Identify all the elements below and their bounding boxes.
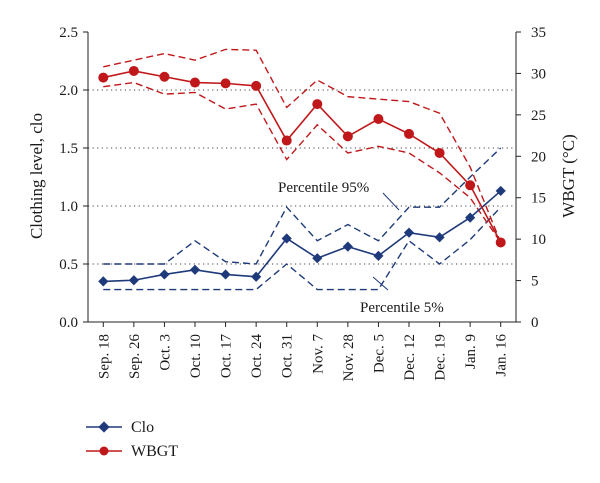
percentile-5-line-wbgt: [103, 81, 502, 243]
annotation-leader-5: [372, 276, 389, 291]
annotation-leader-95: [382, 192, 400, 211]
data-point-clo: [373, 250, 384, 261]
legend: Clo WBGT: [86, 419, 178, 460]
x-tick-label: Oct. 10: [188, 334, 204, 378]
left-tick-label: 1.0: [59, 199, 78, 215]
right-tick-label: 10: [531, 232, 546, 248]
right-tick-label: 5: [531, 274, 539, 290]
x-tick-label: Sep. 26: [127, 334, 143, 380]
legend-marker-circle: [99, 446, 109, 456]
data-point-wbgt: [98, 72, 109, 83]
legend-item-clo: Clo: [86, 419, 154, 436]
series-line-wbgt: [103, 70, 502, 243]
data-point-clo: [189, 264, 201, 275]
data-point-wbgt: [342, 131, 353, 142]
data-point-wbgt: [465, 180, 476, 191]
data-point-clo: [281, 233, 292, 244]
percentile-bands: [103, 48, 502, 291]
gridlines: [88, 89, 516, 265]
series-markers: [98, 65, 506, 287]
right-tick-label: 15: [531, 191, 546, 207]
legend-item-wbgt: WBGT: [86, 443, 178, 460]
data-point-wbgt: [251, 80, 262, 91]
data-point-wbgt: [495, 237, 506, 248]
left-axis-ticks: 0.0 0.5 1.0 1.5 2.0 2.5: [59, 25, 88, 331]
right-tick-label: 20: [531, 149, 546, 165]
data-point-clo: [495, 185, 506, 197]
data-point-wbgt: [128, 65, 139, 76]
data-point-wbgt: [373, 114, 384, 124]
percentile-5-line-clo: [103, 206, 502, 291]
x-tick-label: Oct. 31: [280, 334, 296, 378]
data-point-wbgt: [434, 147, 445, 158]
right-tick-label: 25: [531, 108, 546, 124]
left-tick-label: 2.0: [59, 83, 78, 99]
data-point-wbgt: [312, 99, 323, 110]
percentile-95-line-clo: [103, 147, 502, 265]
x-tick-label: Jan. 9: [463, 334, 479, 369]
annotation-percentile-95: Percentile 95%: [278, 180, 369, 196]
left-axis-title: Clothing level, clo: [27, 113, 46, 239]
axes: [87, 32, 517, 323]
data-point-clo: [312, 253, 323, 264]
data-point-wbgt: [190, 77, 200, 88]
right-axis-title: WBGT (°C): [559, 134, 578, 217]
right-axis-ticks: 0 5 10 15 20 25 30 35: [516, 25, 546, 331]
x-tick-label: Oct. 24: [249, 334, 265, 379]
data-point-clo: [128, 275, 139, 286]
annotation-percentile-5: Percentile 5%: [360, 300, 444, 316]
data-point-wbgt: [159, 71, 170, 82]
legend-marker-diamond: [98, 421, 110, 433]
x-tick-label: Sep. 18: [96, 334, 112, 379]
annotations: Percentile 95% Percentile 5%: [278, 180, 444, 316]
x-tick-label: Nov. 7: [310, 334, 326, 374]
legend-label-wbgt: WBGT: [131, 443, 178, 460]
series-line-clo: [103, 190, 502, 283]
left-tick-label: 2.5: [59, 25, 78, 41]
right-tick-label: 30: [531, 66, 546, 82]
data-point-clo: [98, 276, 109, 287]
x-tick-label: Dec. 19: [433, 334, 449, 381]
x-axis-ticks: Sep. 18 Sep. 26 Oct. 3 Oct. 10 Oct. 17 Oct. 2…: [96, 322, 510, 381]
data-point-wbgt: [220, 78, 231, 89]
x-tick-label: Dec. 5: [371, 334, 387, 373]
x-tick-label: Jan. 16: [494, 334, 510, 377]
data-point-clo: [220, 269, 231, 280]
left-tick-label: 0.5: [59, 257, 78, 273]
percentile-95-line-wbgt: [103, 48, 502, 243]
series-lines: [103, 70, 502, 283]
data-point-clo: [403, 227, 415, 238]
x-tick-label: Oct. 17: [219, 334, 235, 379]
data-point-clo: [342, 241, 353, 252]
left-tick-label: 0.0: [59, 315, 78, 331]
right-tick-label: 35: [531, 25, 546, 41]
x-tick-label: Oct. 3: [157, 334, 173, 371]
legend-label-clo: Clo: [131, 419, 154, 436]
x-tick-label: Nov. 28: [341, 334, 357, 381]
right-tick-label: 0: [531, 315, 539, 331]
left-tick-label: 1.5: [59, 141, 78, 157]
data-point-wbgt: [404, 128, 414, 139]
data-point-clo: [159, 269, 170, 280]
x-tick-label: Dec. 12: [402, 334, 418, 381]
data-point-clo: [434, 232, 445, 243]
data-point-wbgt: [281, 135, 292, 146]
